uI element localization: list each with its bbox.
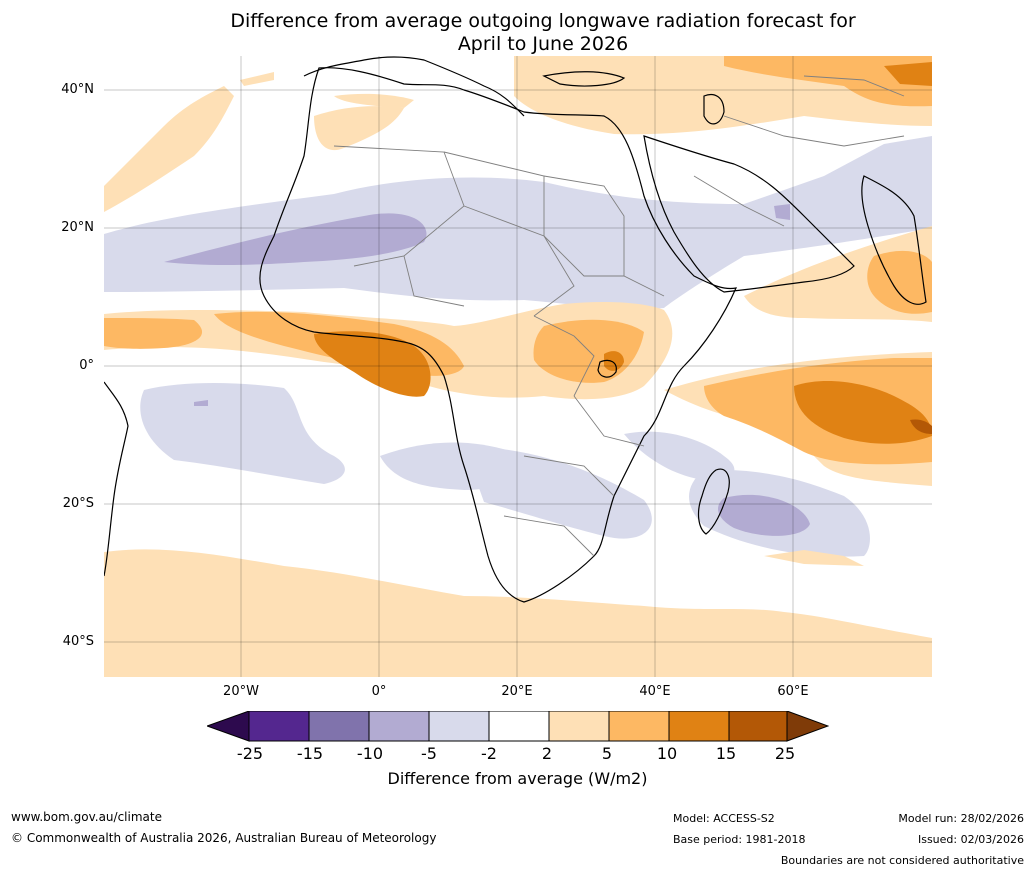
lon-label-60e: 60°E xyxy=(777,684,809,699)
model-name: Model: ACCESS-S2 xyxy=(673,812,775,825)
colorbar-bin-2 xyxy=(308,711,370,742)
light-negative-anomaly-areas xyxy=(104,136,932,557)
colorbar-label: Difference from average (W/m2) xyxy=(387,769,648,788)
colorbar-tick: 25 xyxy=(774,744,796,763)
lat-label-20s: 20°S xyxy=(62,496,94,511)
colorbar-bin-6 xyxy=(548,711,610,742)
colorbar-bin-9 xyxy=(728,711,788,742)
chart-title: Difference from average outgoing longwav… xyxy=(0,10,1035,56)
colorbar-tick: -2 xyxy=(481,744,497,763)
colorbar-tick: -5 xyxy=(421,744,437,763)
lon-label-20w: 20°W xyxy=(223,684,259,699)
very-strong-positive-anomaly-areas xyxy=(910,419,932,434)
coastlines xyxy=(104,56,927,603)
colorbar-min-extension xyxy=(207,711,250,742)
lon-label-0: 0° xyxy=(371,684,387,699)
colorbar-bin-4 xyxy=(428,711,490,742)
lat-label-40s: 40°S xyxy=(62,634,94,649)
colorbar-max-extension xyxy=(786,711,829,742)
title-line-2: April to June 2026 xyxy=(457,33,629,55)
anomaly-map xyxy=(104,56,932,677)
colorbar-tick: 5 xyxy=(601,744,613,763)
colorbar-tick: 15 xyxy=(715,744,737,763)
issued-date: Issued: 02/03/2026 xyxy=(917,833,1024,846)
colorbar-bin-5 xyxy=(488,711,550,742)
colorbar-bin-8 xyxy=(668,711,730,742)
colorbar-tick: -10 xyxy=(356,744,384,763)
title-line-1: Difference from average outgoing longwav… xyxy=(230,10,856,32)
lon-label-20e: 20°E xyxy=(501,684,533,699)
copyright-notice: © Commonwealth of Australia 2026, Austra… xyxy=(11,831,437,845)
graticule xyxy=(104,56,932,677)
lat-label-equator: 0° xyxy=(79,358,94,373)
model-run-date: Model run: 28/02/2026 xyxy=(898,812,1024,825)
boundaries-disclaimer: Boundaries are not considered authoritat… xyxy=(780,854,1024,867)
colorbar-bin-7 xyxy=(608,711,670,742)
colorbar-tick: -25 xyxy=(236,744,264,763)
lat-label-20n: 20°N xyxy=(61,220,94,235)
colorbar-tick: 10 xyxy=(656,744,678,763)
colorbar-bin-3 xyxy=(368,711,430,742)
colorbar-tick: -15 xyxy=(296,744,324,763)
lat-label-40n: 40°N xyxy=(61,82,94,97)
map-panel xyxy=(104,56,932,677)
country-borders xyxy=(333,75,905,557)
lon-label-40e: 40°E xyxy=(639,684,671,699)
base-period: Base period: 1981-2018 xyxy=(673,833,806,846)
strong-positive-anomaly-areas xyxy=(314,62,932,444)
colorbar xyxy=(207,711,829,742)
colorbar-tick: 2 xyxy=(541,744,553,763)
colorbar-bin-1 xyxy=(248,711,310,742)
website-link[interactable]: www.bom.gov.au/climate xyxy=(11,810,162,824)
